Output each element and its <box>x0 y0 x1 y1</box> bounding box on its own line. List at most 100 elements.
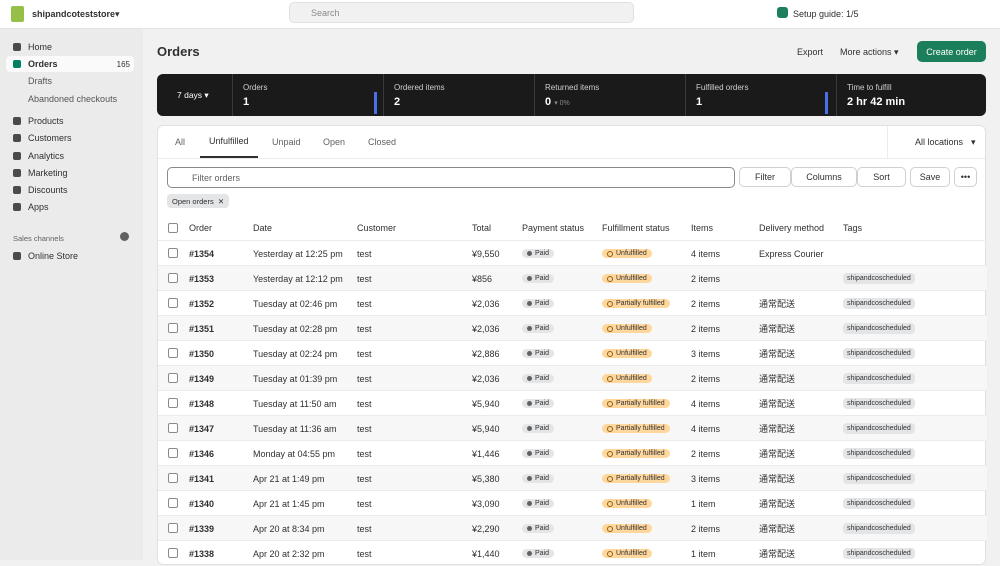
checkbox[interactable] <box>168 498 178 508</box>
order-row[interactable]: #1353 Yesterday at 12:12 pm test ¥856 Paid Un… <box>158 265 987 290</box>
tab[interactable]: Open <box>323 137 346 147</box>
column-header: Items <box>691 223 714 233</box>
order-row[interactable]: #1354 Yesterday at 12:25 pm test ¥9,550 Paid… <box>158 240 987 265</box>
more-button[interactable]: ••• <box>954 167 977 187</box>
save-button[interactable]: Save <box>910 167 950 187</box>
cell: Paid <box>522 291 555 316</box>
order-row[interactable]: #1338 Apr 20 at 2:32 pm test ¥1,440 Paid Unfu… <box>158 540 987 565</box>
tag: shipandcoscheduled <box>843 323 915 334</box>
order-row[interactable]: #1351 Tuesday at 02:28 pm test ¥2,036 Paid Un… <box>158 315 987 340</box>
cell: Partially fulfilled <box>602 466 670 491</box>
filter-input[interactable]: Filter orders <box>167 167 735 188</box>
order-row[interactable]: #1350 Tuesday at 02:24 pm test ¥2,886 Paid Un… <box>158 340 987 365</box>
tab[interactable]: Closed <box>368 137 397 147</box>
nav-item[interactable]: Orders 165 <box>6 56 134 72</box>
fulfillment-badge: Partially fulfilled <box>602 424 670 433</box>
store-caret[interactable]: ▾ <box>115 9 120 19</box>
payment-badge: Paid <box>522 249 555 258</box>
stat-card: Returned items 0 ▾ 0% <box>534 74 685 116</box>
search[interactable]: Search <box>289 2 634 23</box>
cell: Apr 21 at 1:49 pm <box>253 473 325 484</box>
tab[interactable]: Unpaid <box>272 137 301 147</box>
filter-button[interactable]: Filter <box>739 167 791 187</box>
add-channel[interactable] <box>120 232 129 241</box>
checkbox[interactable] <box>168 348 178 358</box>
column-header: Customer <box>357 223 397 233</box>
checkbox[interactable] <box>168 423 178 433</box>
nav-item[interactable]: Analytics <box>6 148 134 164</box>
nav-item[interactable]: Home <box>6 39 134 55</box>
order-row[interactable]: #1352 Tuesday at 02:46 pm test ¥2,036 Paid Pa… <box>158 290 987 315</box>
cell: shipandcoscheduled <box>843 316 915 341</box>
cell: Apr 20 at 2:32 pm <box>253 548 325 559</box>
stat-delta: 0% <box>559 100 570 107</box>
payment-badge: Paid <box>522 324 555 333</box>
cell: 1 item <box>691 548 716 559</box>
cell: test <box>357 398 372 409</box>
column-header: Fulfillment status <box>602 223 670 233</box>
order-row[interactable]: #1339 Apr 20 at 8:34 pm test ¥2,290 Paid Unfu… <box>158 515 987 540</box>
cell: test <box>357 498 372 509</box>
export-button[interactable]: Export <box>797 47 824 57</box>
tag: shipandcoscheduled <box>843 523 915 534</box>
column-header: Total <box>472 223 492 233</box>
cell: ¥2,886 <box>472 348 500 359</box>
more-actions[interactable]: More actions ▾ <box>840 47 899 57</box>
button-label: Columns <box>806 172 842 182</box>
order-row[interactable]: #1346 Monday at 04:55 pm test ¥1,446 Paid Par… <box>158 440 987 465</box>
nav-label: Analytics <box>28 151 65 161</box>
checkbox[interactable] <box>168 323 178 333</box>
nav-item[interactable]: Marketing <box>6 165 134 181</box>
filter-chip[interactable]: Open orders ✕ <box>167 194 230 208</box>
checkbox[interactable] <box>168 473 178 483</box>
cell: Unfulfilled <box>602 241 652 266</box>
nav-item[interactable]: Customers <box>6 130 134 146</box>
checkbox[interactable] <box>168 523 178 533</box>
order-row[interactable]: #1347 Tuesday at 11:36 am test ¥5,940 Paid Pa… <box>158 415 987 440</box>
nav-item[interactable]: Apps <box>6 199 134 215</box>
cell: Paid <box>522 466 555 491</box>
cell: Tuesday at 01:39 pm <box>253 373 338 384</box>
setup-guide[interactable]: Setup guide: 1/5 <box>793 9 859 19</box>
create-order[interactable]: Create order <box>917 41 986 62</box>
nav-item[interactable]: Products <box>6 113 134 129</box>
locations[interactable]: All locations ▾ <box>887 126 986 158</box>
checkbox[interactable] <box>168 248 178 258</box>
tag: shipandcoscheduled <box>843 498 915 509</box>
checkbox[interactable] <box>168 298 178 308</box>
checkbox[interactable] <box>168 548 178 558</box>
cell: 1 item <box>691 498 716 509</box>
cell: Paid <box>522 516 555 541</box>
sort-button[interactable]: Sort <box>857 167 906 187</box>
nav-item[interactable]: Abandoned checkouts <box>6 91 134 107</box>
cell: test <box>357 473 372 484</box>
checkbox[interactable] <box>168 398 178 408</box>
order-row[interactable]: #1340 Apr 21 at 1:45 pm test ¥3,090 Paid Unfu… <box>158 490 987 515</box>
checkbox[interactable] <box>168 373 178 383</box>
nav-item[interactable]: Online Store <box>6 248 134 264</box>
cell: shipandcoscheduled <box>843 416 915 441</box>
cell: 4 items <box>691 398 721 409</box>
stat-label: Orders <box>243 83 268 92</box>
payment-badge: Paid <box>522 299 555 308</box>
store-name[interactable]: shipandcoteststore <box>32 9 116 19</box>
order-row[interactable]: #1348 Tuesday at 11:50 am test ¥5,940 Paid Pa… <box>158 390 987 415</box>
period-select[interactable]: 7 days ▾ <box>177 90 209 100</box>
nav-item[interactable]: Discounts <box>6 182 134 198</box>
checkbox[interactable] <box>168 273 178 283</box>
tab[interactable]: Unfulfilled <box>200 126 258 158</box>
stat-card: Ordered items 2 <box>383 74 534 116</box>
checkbox[interactable] <box>168 223 178 233</box>
cell: Partially fulfilled <box>602 291 670 316</box>
tab[interactable]: All <box>175 137 186 147</box>
cell: shipandcoscheduled <box>843 391 915 416</box>
cell: test <box>357 523 372 534</box>
order-row[interactable]: #1341 Apr 21 at 1:49 pm test ¥5,380 Paid Part… <box>158 465 987 490</box>
columns-button[interactable]: Columns <box>791 167 857 187</box>
checkbox[interactable] <box>168 448 178 458</box>
order-row[interactable]: #1349 Tuesday at 01:39 pm test ¥2,036 Paid Un… <box>158 365 987 390</box>
sidebar: Home Orders 165 Drafts Abandoned checkout… <box>0 29 143 560</box>
nav-item[interactable]: Drafts <box>6 73 134 89</box>
payment-badge: Paid <box>522 499 555 508</box>
fulfillment-badge: Partially fulfilled <box>602 299 670 308</box>
